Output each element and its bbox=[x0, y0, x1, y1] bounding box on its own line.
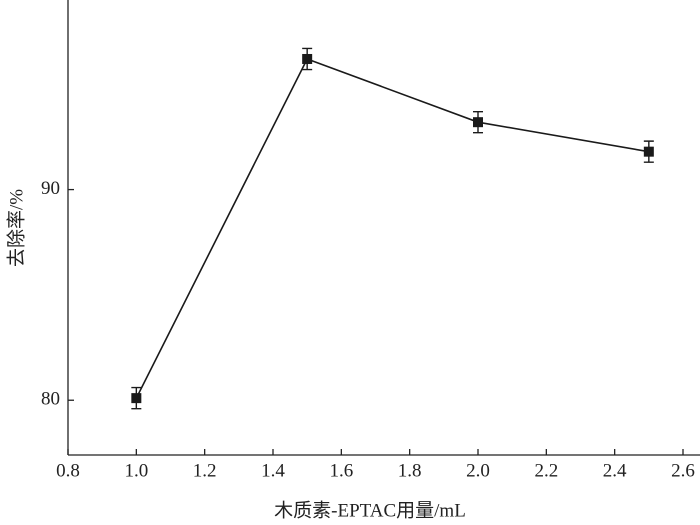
data-point bbox=[131, 393, 142, 404]
x-tick-label: 1.0 bbox=[124, 460, 148, 481]
data-point bbox=[302, 53, 313, 64]
y-tick-label: 90 bbox=[41, 178, 60, 199]
data-point bbox=[643, 146, 654, 157]
x-tick-label: 2.6 bbox=[671, 460, 695, 481]
y-tick-label: 80 bbox=[41, 389, 60, 410]
x-tick-label: 0.8 bbox=[56, 460, 80, 481]
x-tick-label: 2.4 bbox=[603, 460, 627, 481]
data-line bbox=[135, 57, 649, 399]
x-tick-label: 1.6 bbox=[329, 460, 353, 481]
y-axis-label: 去除率/% bbox=[5, 189, 27, 267]
x-tick-label: 2.2 bbox=[534, 460, 558, 481]
x-tick-label: 1.8 bbox=[398, 460, 422, 481]
x-tick-label: 1.4 bbox=[261, 460, 285, 481]
x-tick-label: 2.0 bbox=[466, 460, 490, 481]
x-tick-label: 1.2 bbox=[193, 460, 217, 481]
x-axis-label: 木质素-EPTAC用量/mL bbox=[274, 499, 466, 521]
data-point bbox=[473, 117, 483, 128]
